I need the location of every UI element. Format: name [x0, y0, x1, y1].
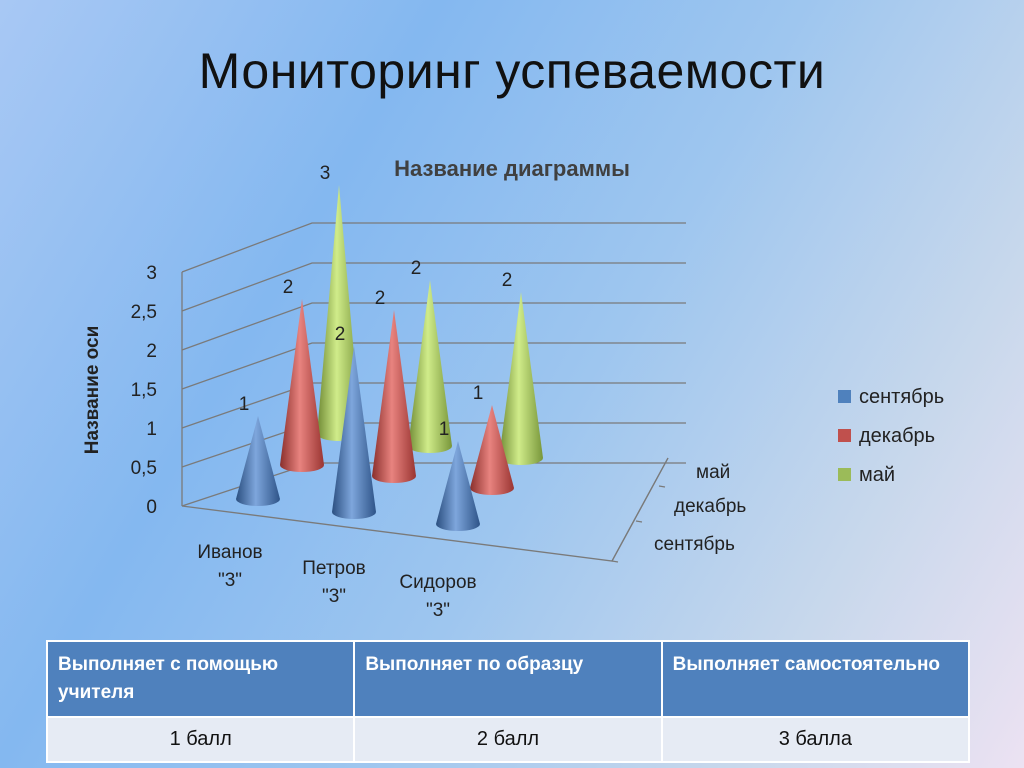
cone-2-2: 2	[499, 270, 543, 465]
data-label: 2	[411, 258, 422, 279]
cone-bar	[280, 299, 324, 472]
depth-tick	[658, 485, 666, 488]
chart-title: Название диаграммы	[394, 156, 630, 181]
data-label: 2	[375, 288, 386, 309]
legend-label: декабрь	[859, 425, 935, 447]
legend-label: май	[859, 464, 895, 486]
legend-label: сентябрь	[859, 386, 944, 408]
cone-0-1: 2	[332, 324, 376, 519]
table-cell: 1 балл	[45, 716, 356, 763]
table-header-cell: Выполняет с помощью учителя	[45, 640, 356, 718]
x-tick-label: Петров "3"	[302, 558, 366, 607]
legend-swatch	[838, 468, 851, 481]
cone-1-0: 2	[280, 277, 324, 472]
cone-2-1: 2	[408, 258, 452, 453]
table-row: 1 балл 2 балл 3 балла	[45, 716, 971, 763]
y-axis-title: Название оси	[82, 326, 103, 455]
gridline	[181, 342, 686, 390]
y-tick-label: 1,5	[131, 380, 157, 401]
y-tick-label: 2	[146, 341, 157, 362]
table-header-cell: Выполняет самостоятельно	[660, 640, 971, 718]
data-label: 2	[335, 324, 346, 345]
y-tick-label: 3	[146, 263, 157, 284]
data-label: 1	[439, 419, 450, 440]
y-tick-label: 0	[146, 497, 157, 518]
chart-legend: сентябрь декабрь май	[838, 386, 944, 486]
data-label: 1	[473, 383, 484, 404]
cone-bar	[436, 441, 480, 531]
data-label: 2	[283, 277, 294, 298]
x-tick-label: Сидоров "3"	[399, 572, 476, 621]
y-tick-label: 2,5	[131, 302, 157, 323]
cone-0-2: 1	[436, 419, 480, 531]
data-label: 3	[320, 163, 331, 184]
cone-bar	[236, 416, 280, 506]
depth-tick-label: декабрь	[674, 496, 746, 517]
y-tick-label: 0,5	[131, 458, 157, 479]
gridline	[181, 262, 686, 312]
x-tick-label: Иванов "3"	[197, 542, 262, 591]
cone-0-0: 1	[236, 394, 280, 506]
cone-bar	[408, 280, 452, 453]
score-table: Выполняет с помощью учителя Выполняет по…	[45, 640, 971, 763]
legend-swatch	[838, 429, 851, 442]
table-header-cell: Выполняет по образцу	[353, 640, 663, 718]
cone-chart: Название диаграммы Название оси 0 0,5 1 1,5…	[82, 156, 944, 621]
cone-1-1: 2	[372, 288, 416, 483]
legend-swatch	[838, 390, 851, 403]
gridline	[181, 302, 686, 351]
table-cell: 2 балл	[353, 716, 663, 763]
table-cell: 3 балла	[660, 716, 971, 763]
gridline	[181, 222, 686, 273]
depth-tick-label: май	[696, 462, 730, 483]
cone-bar	[470, 405, 514, 495]
depth-tick	[611, 560, 619, 563]
data-label: 1	[239, 394, 250, 415]
data-label: 2	[502, 270, 513, 291]
depth-tick-label: сентябрь	[654, 534, 735, 555]
slide-title: Мониторинг успеваемости	[198, 43, 826, 99]
cone-bar	[499, 292, 543, 465]
cone-bar	[332, 346, 376, 519]
depth-tick	[635, 520, 643, 523]
cone-bar	[372, 310, 416, 483]
y-tick-label: 1	[146, 419, 157, 440]
cone-1-2: 1	[470, 383, 514, 495]
depth-axis-line	[611, 457, 669, 562]
